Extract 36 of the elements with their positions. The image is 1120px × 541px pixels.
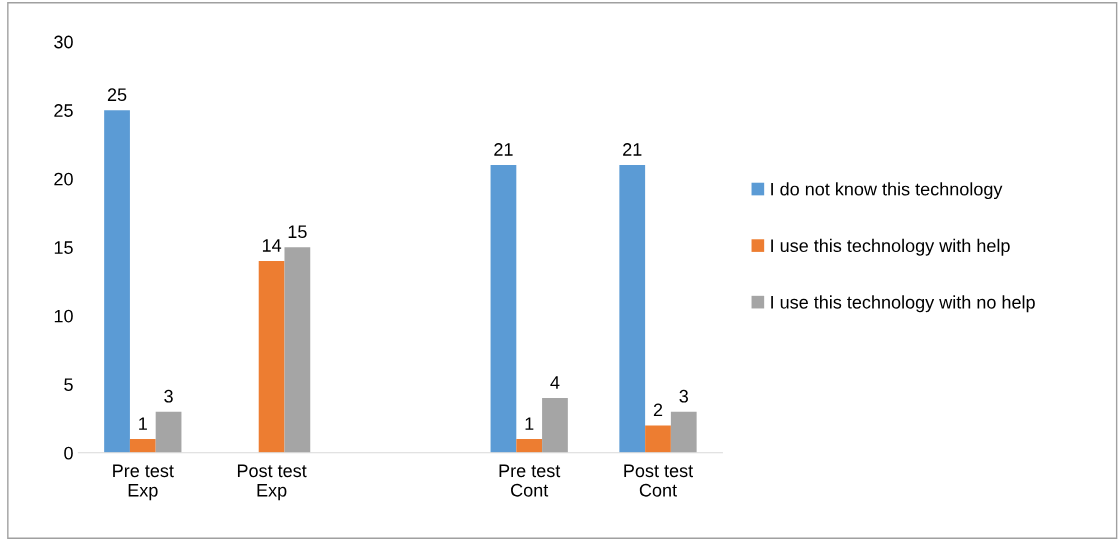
x-tick-label: Post test Exp	[237, 464, 307, 501]
data-label: 21	[494, 143, 513, 156]
y-tick-label: 5	[64, 378, 73, 392]
y-tick-label: 10	[54, 309, 73, 323]
bar	[516, 439, 543, 453]
legend-label: I use this technology with help	[771, 238, 1010, 256]
data-label: 14	[262, 239, 282, 252]
legend-label: I use this technology with no help	[771, 295, 1035, 313]
data-label: 3	[679, 389, 688, 403]
bar	[542, 398, 568, 453]
bar	[645, 425, 671, 453]
data-label: 4	[550, 376, 560, 389]
bar	[284, 247, 311, 453]
data-label: 2	[653, 403, 663, 417]
bar	[619, 165, 646, 453]
y-tick-label: 0	[64, 446, 73, 460]
x-tick-label: Pre test Exp	[113, 464, 174, 501]
legend-label: I do not know this technology	[771, 182, 1003, 200]
data-label: 1	[139, 417, 147, 430]
y-tick-label: 15	[54, 241, 73, 254]
bar	[670, 411, 697, 453]
y-tick-label: 30	[54, 35, 73, 49]
data-label: 25	[107, 88, 127, 102]
data-label: 1	[525, 417, 534, 430]
data-label: 21	[623, 143, 642, 156]
data-label: 15	[288, 225, 307, 239]
bar	[104, 110, 130, 453]
bar	[258, 260, 285, 453]
bar	[129, 439, 156, 453]
x-tick-label: Post test Cont	[624, 464, 693, 497]
y-tick-label: 25	[54, 104, 73, 117]
bar	[155, 411, 182, 453]
x-tick-label: Pre test Cont	[499, 464, 561, 497]
y-tick-label: 20	[54, 172, 73, 186]
bar	[490, 165, 517, 453]
data-label: 3	[164, 389, 173, 403]
